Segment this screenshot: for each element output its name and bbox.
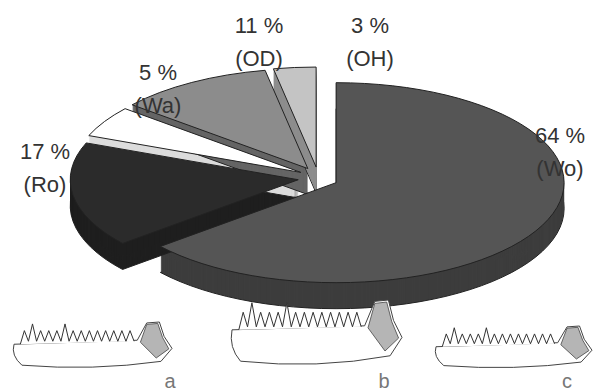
value-label: 64 % [535, 123, 585, 148]
slices [70, 67, 564, 283]
value-label: 5 % [139, 60, 177, 85]
category-label: (Wa) [135, 93, 182, 118]
panel-label: b [378, 370, 389, 392]
jaw-body [231, 300, 402, 364]
category-label: (OD) [235, 46, 283, 71]
jaw-illustration [13, 322, 172, 367]
jaw-illustration [231, 300, 402, 364]
jaw-ramus [368, 302, 399, 351]
category-label: (Ro) [24, 172, 67, 197]
category-label: (Wo) [536, 156, 583, 181]
figure: 64 % (Wo) 17 % (Ro) 5 % (Wa) 11 % (OD) 3 % (OH) a b… [0, 0, 599, 392]
slice [70, 143, 298, 244]
panel-label: c [562, 370, 572, 392]
slice [273, 67, 316, 167]
panel-label: a [164, 370, 176, 392]
jaw-teeth [20, 324, 134, 344]
labels: 64 % (Wo) 17 % (Ro) 5 % (Wa) 11 % (OD) 3 % (OH) [20, 13, 585, 197]
category-label: (OH) [346, 46, 394, 71]
jaw-body [435, 326, 592, 368]
value-label: 17 % [20, 139, 70, 164]
jaw-ramus [140, 323, 168, 358]
slice-sides [70, 68, 564, 309]
jaw-body [13, 322, 172, 367]
chart: 64 % (Wo) 17 % (Ro) 5 % (Wa) 11 % (OD) 3 % (OH) a b… [0, 0, 599, 392]
jaw-illustration [435, 326, 592, 368]
value-label: 3 % [351, 13, 389, 38]
value-label: 11 % [235, 13, 284, 38]
jaw-ramus [561, 327, 589, 359]
jaw-teeth [442, 328, 554, 347]
jaw-teeth [239, 303, 361, 330]
